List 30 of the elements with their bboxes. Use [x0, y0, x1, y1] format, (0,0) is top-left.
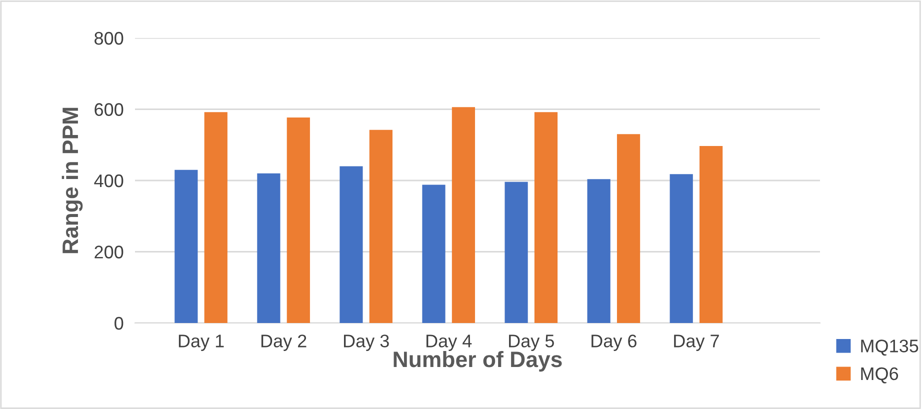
y-tick-label: 800 [94, 32, 124, 45]
bar [174, 170, 198, 323]
x-tick-label: Day 5 [509, 334, 554, 351]
y-axis-title: Range in PPM [62, 108, 83, 254]
x-axis-title: Number of Days [394, 350, 562, 372]
legend-label: MQ6 [861, 367, 898, 384]
bar [616, 134, 640, 323]
bar [340, 166, 363, 323]
x-tick-label: Day 2 [261, 334, 306, 351]
legend-label: MQ135 [861, 340, 918, 356]
bar [422, 184, 446, 323]
bar [534, 112, 558, 323]
y-tick-label: 600 [94, 103, 124, 116]
bar [286, 117, 310, 323]
y-tick-label: 0 [114, 316, 124, 330]
bar [204, 112, 228, 323]
bar [504, 182, 528, 323]
bar [257, 173, 280, 323]
x-tick-label: Day 1 [178, 334, 224, 351]
x-tick-label: Day 6 [592, 334, 636, 351]
y-tick-label: 400 [94, 174, 124, 188]
bar [452, 107, 476, 323]
x-tick-label: Day 3 [344, 334, 389, 351]
bar [700, 146, 723, 323]
y-tick-label: 200 [94, 246, 124, 258]
bar [369, 130, 392, 323]
x-tick-label: Day 7 [674, 334, 719, 351]
x-tick-label: Day 4 [426, 334, 472, 351]
bar [670, 174, 693, 323]
bar [587, 179, 610, 323]
